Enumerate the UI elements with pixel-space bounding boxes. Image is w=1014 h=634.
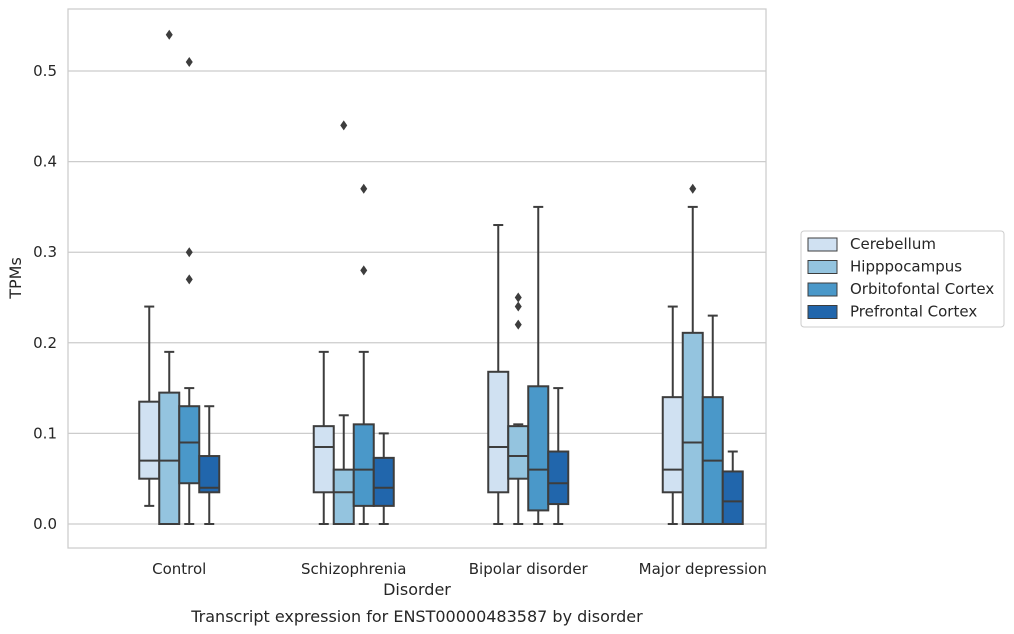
box-body bbox=[721, 470, 744, 525]
box bbox=[372, 432, 395, 525]
box bbox=[507, 292, 530, 525]
box-series bbox=[138, 29, 744, 526]
box bbox=[547, 387, 570, 525]
x-tick-label: Major depression bbox=[639, 560, 767, 578]
y-tick-label: 0.5 bbox=[33, 62, 57, 80]
box bbox=[721, 450, 744, 525]
outlier-point bbox=[514, 301, 522, 312]
y-tick-label: 0.3 bbox=[33, 243, 57, 261]
y-axis-label: TPMs bbox=[6, 257, 25, 300]
box-body bbox=[198, 455, 221, 494]
box-body bbox=[178, 405, 201, 485]
x-axis-label: Disorder bbox=[383, 580, 451, 599]
outlier-point bbox=[689, 183, 697, 194]
box bbox=[312, 350, 335, 525]
legend-label: Hipppocampus bbox=[850, 258, 962, 276]
box-body bbox=[527, 385, 550, 512]
box-body bbox=[332, 468, 355, 526]
outlier-point bbox=[514, 292, 522, 303]
outlier-point bbox=[340, 120, 348, 131]
box-body bbox=[158, 391, 181, 525]
box bbox=[487, 224, 510, 525]
outlier-point bbox=[185, 56, 193, 67]
box-body bbox=[352, 423, 375, 507]
box-body bbox=[661, 396, 684, 494]
outlier-point bbox=[165, 29, 173, 40]
box-body bbox=[681, 331, 704, 526]
box bbox=[138, 305, 161, 507]
y-tick-label: 0.4 bbox=[33, 153, 57, 171]
legend-swatch bbox=[807, 260, 838, 274]
legend: Cerebellum Hipppocampus Orbitofontal Corte… bbox=[800, 230, 1005, 328]
legend-box bbox=[800, 230, 1005, 328]
y-tick-label: 0.1 bbox=[33, 424, 57, 442]
outlier-point bbox=[360, 265, 368, 276]
legend-swatch bbox=[807, 305, 838, 319]
x-tick-label: Schizophrenia bbox=[301, 560, 406, 578]
plot-frame bbox=[67, 8, 767, 549]
chart-title: Transcript expression for ENST0000048358… bbox=[190, 607, 643, 626]
outlier-point bbox=[185, 247, 193, 258]
box-body bbox=[547, 450, 570, 506]
box bbox=[332, 120, 355, 526]
outlier-point bbox=[185, 274, 193, 285]
box-body bbox=[507, 425, 530, 480]
x-tick-label: Control bbox=[152, 560, 206, 578]
legend-label: Cerebellum bbox=[850, 235, 936, 253]
box-body bbox=[372, 456, 395, 507]
box bbox=[178, 56, 201, 525]
y-tick-label: 0.0 bbox=[33, 515, 57, 533]
box bbox=[527, 205, 550, 525]
box-body bbox=[138, 400, 161, 480]
legend-label: Prefrontal Cortex bbox=[850, 303, 977, 321]
x-axis-ticks: Control Schizophrenia Bipolar disorder Majo… bbox=[152, 560, 767, 578]
box-body bbox=[312, 425, 335, 494]
box bbox=[352, 183, 375, 525]
legend-swatch bbox=[807, 282, 838, 297]
box bbox=[701, 314, 724, 525]
legend-swatch bbox=[807, 237, 838, 252]
outlier-point bbox=[360, 183, 368, 194]
box-body bbox=[487, 370, 510, 494]
y-axis-ticks: 0.0 0.1 0.2 0.3 0.4 0.5 bbox=[33, 62, 57, 533]
x-tick-label: Bipolar disorder bbox=[469, 560, 589, 578]
y-tick-label: 0.2 bbox=[33, 334, 57, 352]
box bbox=[198, 405, 221, 525]
legend-label: Orbitofontal Cortex bbox=[850, 280, 994, 298]
outlier-point bbox=[514, 319, 522, 330]
